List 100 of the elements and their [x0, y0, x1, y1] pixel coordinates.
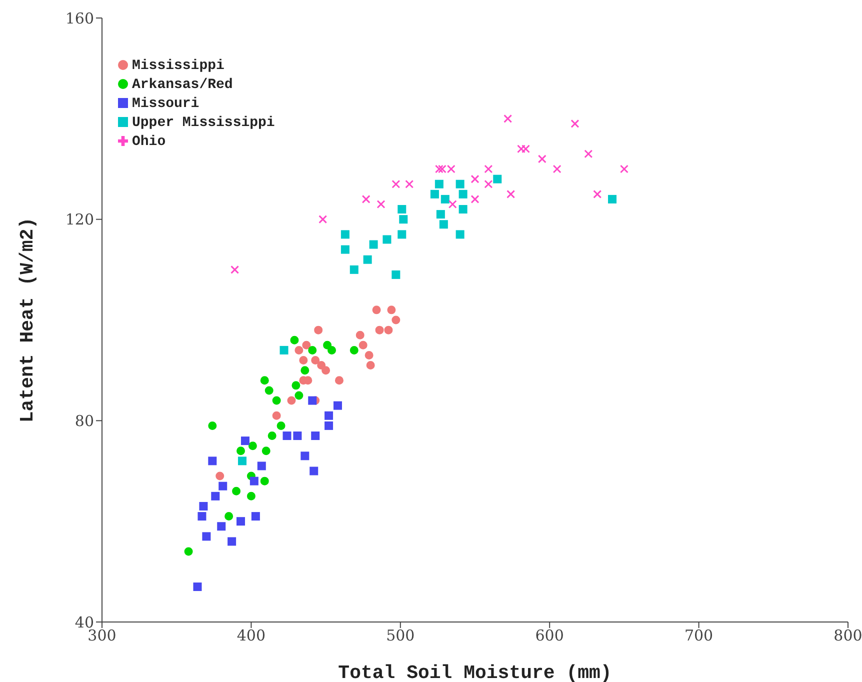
x-tick-label: 400 — [236, 626, 266, 645]
point — [392, 180, 400, 188]
point — [257, 462, 266, 470]
point — [608, 194, 617, 204]
point — [456, 180, 464, 188]
point — [272, 396, 281, 405]
legend-label: Mississippi — [132, 58, 224, 74]
point — [218, 482, 228, 490]
x-axis-title: Total Soil Moisture (mm) — [338, 662, 612, 682]
point — [202, 532, 211, 541]
point — [317, 361, 326, 370]
point — [439, 220, 448, 229]
point — [260, 376, 269, 385]
point — [272, 411, 281, 420]
point — [521, 144, 530, 154]
point — [208, 456, 217, 466]
point — [290, 336, 299, 344]
point — [308, 396, 317, 405]
point — [405, 180, 414, 188]
point — [250, 476, 258, 486]
legend-label: Arkansas/Red — [132, 77, 233, 93]
y-tick-label: 120 — [65, 210, 94, 229]
point — [292, 381, 300, 390]
point — [340, 230, 350, 239]
point — [324, 411, 334, 420]
point — [376, 200, 386, 208]
point — [456, 230, 464, 239]
point — [552, 164, 562, 174]
point — [584, 150, 593, 158]
point — [232, 486, 241, 496]
point — [322, 366, 330, 375]
point — [366, 361, 375, 370]
point — [350, 346, 358, 354]
point — [211, 492, 220, 500]
point — [350, 265, 358, 274]
y-tick-label: 160 — [65, 9, 94, 28]
point — [287, 396, 296, 405]
point — [293, 432, 302, 440]
point — [506, 190, 516, 198]
point — [198, 512, 206, 521]
point — [311, 356, 320, 365]
point — [620, 164, 628, 174]
point — [308, 346, 317, 354]
point — [448, 200, 457, 208]
point — [458, 205, 468, 214]
point — [208, 421, 217, 430]
point — [268, 432, 276, 440]
point — [493, 174, 502, 184]
point — [294, 391, 304, 400]
point — [310, 466, 318, 476]
point — [470, 194, 480, 204]
x-tick-label: 300 — [88, 626, 116, 645]
point — [538, 154, 546, 164]
point — [230, 265, 240, 274]
x-tick-label: 800 — [834, 626, 862, 645]
point — [333, 401, 342, 410]
point — [358, 340, 368, 350]
point — [434, 164, 444, 174]
point — [240, 436, 250, 446]
point — [364, 350, 374, 360]
point — [436, 210, 445, 219]
point — [248, 442, 257, 450]
point — [399, 215, 408, 224]
point — [504, 114, 512, 123]
point — [260, 476, 269, 486]
point — [193, 582, 202, 592]
point — [328, 346, 336, 354]
legend-label: Ohio — [132, 134, 166, 150]
point — [294, 346, 304, 354]
point — [484, 180, 493, 188]
point — [356, 330, 364, 340]
point — [276, 421, 286, 430]
point — [238, 456, 246, 466]
point — [458, 190, 468, 198]
point — [323, 340, 332, 350]
point — [362, 194, 370, 204]
point — [430, 190, 439, 198]
point — [299, 356, 308, 365]
point — [470, 174, 480, 184]
point — [382, 235, 392, 244]
x-tick-label: 600 — [535, 626, 564, 645]
point — [324, 421, 334, 430]
point — [224, 512, 234, 521]
point — [246, 492, 256, 500]
point — [369, 240, 378, 249]
point — [375, 326, 384, 334]
point — [280, 346, 288, 354]
point — [434, 180, 444, 188]
point — [217, 522, 226, 531]
point — [228, 537, 236, 546]
point — [300, 366, 310, 375]
point — [282, 432, 292, 440]
point — [484, 164, 493, 174]
point — [392, 270, 400, 279]
y-tick-label: 80 — [74, 412, 94, 430]
point — [392, 316, 400, 324]
point — [236, 517, 246, 526]
x-tick-label: 500 — [386, 626, 415, 645]
point — [384, 326, 393, 334]
point — [262, 446, 270, 456]
